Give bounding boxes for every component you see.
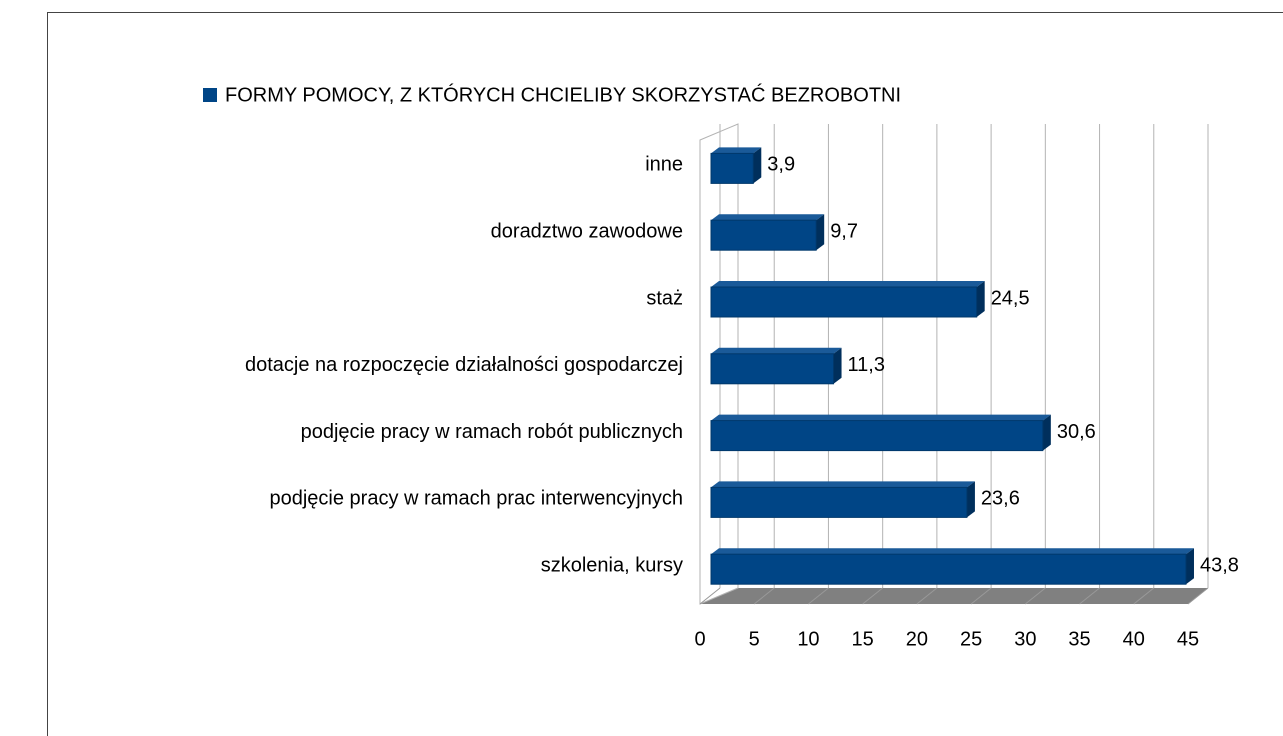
data-label: 30,6 <box>1057 421 1096 443</box>
floor-grid-line <box>970 587 992 605</box>
bar-side <box>966 481 975 518</box>
y-tick-label: staż <box>646 287 683 309</box>
bar-top <box>711 214 825 221</box>
x-tick-label: 40 <box>1123 628 1145 650</box>
x-tick-label: 30 <box>1014 628 1036 650</box>
data-label: 11,3 <box>848 354 885 376</box>
bar-top <box>711 281 985 287</box>
bar <box>710 152 754 184</box>
x-tick-label: 15 <box>852 628 874 650</box>
legend-label: FORMY POMOCY, Z KTÓRYCH CHCIELIBY SKORZY… <box>225 83 901 106</box>
bar <box>710 353 835 385</box>
x-tick-label: 25 <box>960 628 982 650</box>
bar-side <box>1185 548 1194 585</box>
data-label: 9,7 <box>830 220 858 242</box>
floor <box>700 588 1208 604</box>
y-tick-label: podjęcie pracy w ramach prac interwencyj… <box>269 488 683 510</box>
bar-side <box>816 214 825 251</box>
bar-top <box>711 481 975 488</box>
floor-grid-line <box>699 587 721 605</box>
floor-grid-line <box>808 587 829 605</box>
legend-swatch <box>203 88 217 102</box>
x-tick-label: 10 <box>797 628 819 650</box>
bar <box>710 420 1044 452</box>
bar <box>710 219 817 251</box>
y-tick-label: podjęcie pracy w ramach robót publicznyc… <box>301 421 683 443</box>
bar-top <box>711 548 1194 555</box>
bar <box>710 286 978 318</box>
floor-grid-line <box>862 587 883 605</box>
bar-side <box>833 347 842 384</box>
floor-grid-line <box>1025 587 1046 605</box>
x-tick-label: 20 <box>906 628 928 650</box>
floor-grid-line <box>916 587 938 605</box>
data-label: 43,8 <box>1200 554 1239 576</box>
bar <box>710 486 968 518</box>
floor-grid-line <box>1079 587 1100 605</box>
y-tick-label: doradztwo zawodowe <box>491 220 683 242</box>
x-tick-label: 35 <box>1068 628 1090 650</box>
bar <box>710 553 1187 585</box>
data-label: 23,6 <box>981 488 1020 510</box>
bar-side <box>976 281 985 317</box>
bar-side <box>1042 414 1051 451</box>
floor-grid-line <box>753 587 775 605</box>
bar-top <box>711 147 762 154</box>
x-tick-label: 5 <box>749 628 760 650</box>
x-tick-label: 0 <box>694 628 705 650</box>
frame <box>47 12 1283 736</box>
y-tick-label: inne <box>645 154 683 176</box>
data-label: 24,5 <box>991 287 1030 309</box>
floor-grid-line <box>1133 587 1155 605</box>
data-label: 3,9 <box>767 154 795 176</box>
bar-top <box>711 347 842 354</box>
bar-side <box>753 147 762 184</box>
floor-grid-line <box>1187 587 1209 605</box>
y-tick-label: szkolenia, kursy <box>541 554 683 576</box>
x-tick-label: 45 <box>1177 628 1199 650</box>
y-tick-label: dotacje na rozpoczęcie działalności gosp… <box>245 354 683 376</box>
bar-top <box>711 414 1051 421</box>
